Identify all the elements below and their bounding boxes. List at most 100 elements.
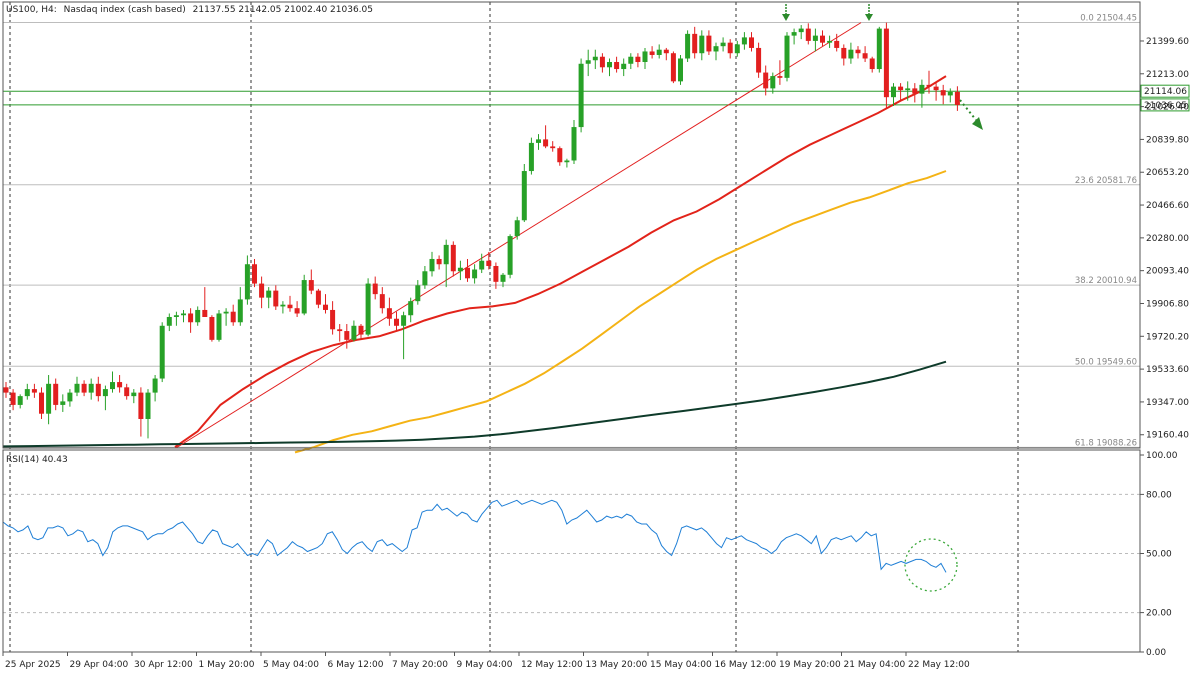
instrument-name: Nasdaq index (cash based) xyxy=(64,5,186,15)
candle-body xyxy=(550,146,556,149)
candle-body xyxy=(67,392,73,402)
y-tick-label: 20093.40 xyxy=(1146,267,1189,277)
fibonacci-levels: 0.0 21504.45 23.6 20581.76 38.2 20010.94 50… xyxy=(3,14,1140,448)
candle-body xyxy=(95,383,101,397)
candle-body xyxy=(727,42,733,54)
candle-body xyxy=(230,311,236,323)
candle-body xyxy=(784,35,790,78)
candle-body xyxy=(379,294,385,309)
candle-body xyxy=(905,88,911,91)
moving-averages xyxy=(2,75,947,454)
rsi-y-tick-label: 80.00 xyxy=(1146,490,1172,500)
rsi-panel-frame xyxy=(2,449,1141,653)
price-level-tag xyxy=(1140,98,1190,112)
rsi-y-tick-label: 0.00 xyxy=(1146,648,1166,658)
candle-body xyxy=(543,139,549,147)
candle-body xyxy=(571,127,577,161)
candle-body xyxy=(805,28,811,41)
candle-body xyxy=(394,318,399,326)
x-tick-label: 1 May 20:00 xyxy=(199,660,255,670)
y-tick-label: 19160.40 xyxy=(1146,431,1189,441)
x-tick-label: 19 May 20:00 xyxy=(779,660,841,670)
rsi-line xyxy=(2,499,947,573)
candle-body xyxy=(876,28,882,70)
x-tick-label: 12 May 12:00 xyxy=(521,660,583,670)
candle-body xyxy=(408,301,414,316)
candle-body xyxy=(486,260,492,266)
candle-body xyxy=(266,290,272,298)
candle-body xyxy=(521,171,527,221)
ohlc-readout: 21137.55 21142.05 21002.40 21036.05 xyxy=(193,5,373,15)
candle-body xyxy=(81,383,87,393)
candle-body xyxy=(315,290,321,305)
candle-body xyxy=(734,44,740,54)
candle-body xyxy=(223,311,229,314)
fib-label: 23.6 20581.76 xyxy=(1075,176,1137,186)
x-tick-label: 16 May 12:00 xyxy=(715,660,777,670)
candle-body xyxy=(53,383,59,405)
candles xyxy=(3,22,960,439)
candle-body xyxy=(592,56,598,61)
candle-body xyxy=(450,244,456,272)
candle-body xyxy=(493,265,499,282)
candle-body xyxy=(940,90,946,96)
candle-body xyxy=(415,285,421,302)
fib-label: 61.8 19088.26 xyxy=(1075,438,1137,448)
candle-body xyxy=(102,389,108,397)
moving-average-ema_fast xyxy=(174,75,947,448)
candle-body xyxy=(280,304,286,307)
candle-body xyxy=(564,160,570,163)
price-level-label: 21036.05 xyxy=(1144,101,1187,111)
x-tick-label: 6 May 12:00 xyxy=(328,660,384,670)
y-tick-label: 19347.00 xyxy=(1146,398,1189,408)
candle-body xyxy=(507,236,513,275)
candle-body xyxy=(10,392,16,405)
candle-body xyxy=(827,40,833,43)
x-tick-label: 21 May 04:00 xyxy=(844,660,906,670)
price-level-label: 21114.06 xyxy=(1144,87,1187,97)
candle-body xyxy=(152,378,158,393)
dotted-down-arrow-icon xyxy=(959,99,983,130)
candle-body xyxy=(500,274,506,282)
candle-body xyxy=(656,49,662,55)
candle-body xyxy=(145,392,151,419)
candle-body xyxy=(344,331,350,340)
candle-body xyxy=(337,329,343,332)
candle-body xyxy=(891,86,896,98)
x-tick-label: 7 May 20:00 xyxy=(392,660,448,670)
candle-body xyxy=(244,264,250,300)
y-tick-label: 20839.80 xyxy=(1146,135,1189,145)
candle-body xyxy=(209,316,215,340)
candle-body xyxy=(166,316,172,326)
candle-body xyxy=(17,396,23,405)
candle-body xyxy=(351,325,357,340)
candle-body xyxy=(74,383,80,393)
candle-body xyxy=(39,392,44,414)
candle-body xyxy=(252,264,257,284)
candle-body xyxy=(294,308,300,314)
down-arrow-icon xyxy=(865,4,873,21)
rsi-y-tick-label: 20.00 xyxy=(1146,609,1172,619)
candle-body xyxy=(713,46,719,52)
rsi-y-tick-label: 100.00 xyxy=(1146,451,1178,461)
candle-body xyxy=(237,299,243,323)
y-tick-label: 20466.60 xyxy=(1146,201,1189,211)
candle-body xyxy=(457,267,463,272)
candle-body xyxy=(273,290,279,307)
candle-body xyxy=(628,56,634,64)
candle-body xyxy=(692,33,698,54)
candle-body xyxy=(60,401,66,405)
candle-body xyxy=(855,49,861,54)
down-arrow-icon xyxy=(782,4,790,21)
candle-body xyxy=(770,76,776,89)
candle-body xyxy=(443,244,449,265)
moving-average-ema_slow xyxy=(2,360,947,448)
x-tick-label: 25 Apr 2025 xyxy=(5,660,61,670)
candle-body xyxy=(706,35,712,52)
candle-body xyxy=(138,392,144,419)
candle-body xyxy=(919,84,925,94)
candle-body xyxy=(365,283,371,335)
candle-body xyxy=(720,42,726,47)
